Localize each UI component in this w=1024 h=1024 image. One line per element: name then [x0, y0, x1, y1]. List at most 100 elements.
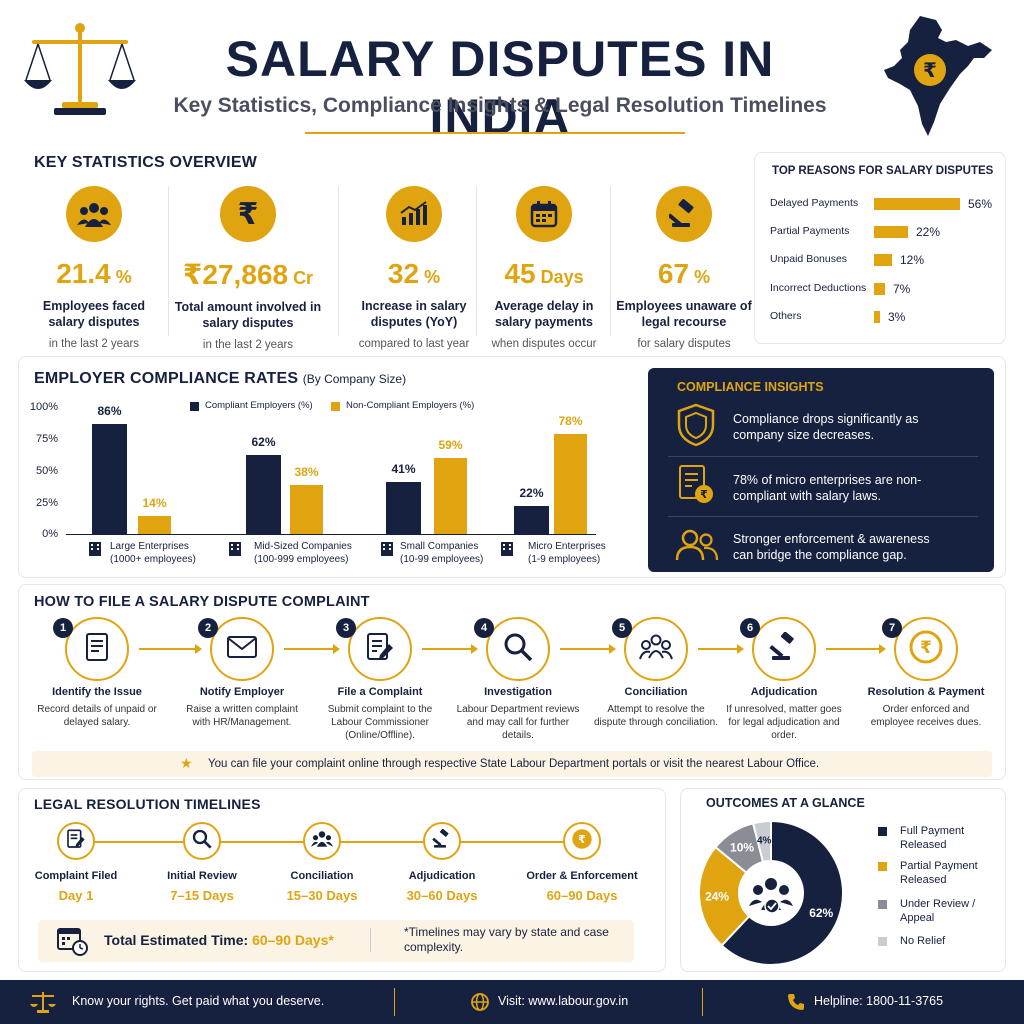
building-icon: [229, 542, 241, 556]
reason-percent: 56%: [968, 197, 993, 211]
arrow-icon: [422, 644, 478, 654]
legend-swatch: [878, 862, 887, 871]
arrow-icon: [139, 644, 202, 654]
compliant-bar: [514, 506, 549, 534]
key-statistics-card: [18, 146, 752, 348]
compliance-insights-panel: [648, 368, 994, 572]
step-number: 3: [336, 618, 356, 638]
file-edit-icon: [66, 829, 86, 854]
gavel-icon: [769, 630, 799, 667]
insight-2-text: 78% of micro enterprises are non-complia…: [733, 473, 922, 503]
stat-increase-yoy: 32 % Increase in salary disputes (YoY) c…: [346, 186, 482, 350]
tip-banner: [32, 751, 992, 777]
file-complaint-title: HOW TO FILE A SALARY DISPUTE COMPLAINT: [34, 594, 370, 610]
step-title: Conciliation: [624, 686, 688, 698]
timeline-footnote: *Timelines may vary by state and case co…: [404, 925, 609, 954]
bar-value-label: 38%: [294, 465, 319, 479]
category-micro: Micro Enterprises (1-9 employees): [500, 540, 606, 566]
rupee-coin-icon: ₹: [571, 828, 593, 855]
tip-text: You can file your complaint online throu…: [208, 758, 820, 770]
insight-1-text: Compliance drops significantly as compan…: [733, 412, 919, 442]
timeline-step-title: Complaint Filed: [34, 870, 118, 882]
title-divider: [305, 132, 685, 134]
svg-text:₹: ₹: [920, 638, 932, 658]
group-icon: [639, 634, 673, 665]
reason-bar: [874, 311, 880, 323]
building-icon: [381, 542, 393, 556]
growth-chart-icon: [386, 186, 442, 242]
timeline-step-title: Order & Enforcement: [526, 870, 638, 882]
y-tick-50: 50%: [35, 465, 58, 477]
step-title: File a Complaint: [337, 686, 423, 698]
bar-value-label: 14%: [142, 496, 167, 510]
shield-icon: [677, 403, 715, 447]
step-7-circle: ₹: [894, 617, 958, 681]
outcome-legend-label: No Relief: [900, 935, 946, 947]
timeline-step-days: 60–90 Days: [546, 888, 618, 903]
bar-value-label: 86%: [97, 404, 122, 418]
timeline-step-title: Initial Review: [167, 870, 237, 882]
search-icon: [192, 829, 212, 854]
rupee-coin-icon: ₹: [909, 630, 943, 669]
legend-noncompliant-label: Non-Compliant Employers (%): [346, 400, 475, 411]
file-complaint-card: [18, 584, 1006, 780]
y-tick-100: 100%: [29, 401, 58, 413]
globe-icon: [471, 993, 489, 1011]
step-description: Labour Department reviews and may call f…: [456, 704, 580, 741]
footer-helpline[interactable]: Helpline: 1800-11-3765: [814, 994, 944, 1008]
building-icon: [89, 542, 101, 556]
legend-compliant-swatch: [190, 402, 199, 411]
noncompliant-bar: [434, 458, 467, 534]
rupee-icon: ₹: [220, 186, 276, 242]
step-description: If unresolved, matter goes for legal adj…: [726, 704, 842, 741]
step-description: Submit complaint to the Labour Commissio…: [327, 704, 433, 741]
timeline-step-days: Day 1: [58, 888, 94, 903]
people-check-icon: [749, 878, 793, 914]
step-description: Record details of unpaid or delayed sala…: [37, 704, 157, 728]
step-3-circle: [348, 617, 412, 681]
step-description: Attempt to resolve the dispute through c…: [594, 704, 718, 728]
compliant-bar: [246, 455, 281, 534]
x-axis: [66, 534, 596, 535]
step-title: Resolution & Payment: [867, 686, 985, 698]
step-6-circle: [752, 617, 816, 681]
gavel-icon: [432, 828, 452, 854]
step-number: 5: [612, 618, 632, 638]
y-tick-75: 75%: [35, 433, 58, 445]
reason-bar: [874, 283, 885, 295]
step-number: 4: [474, 618, 494, 638]
outcome-legend-label: Partial Payment Released: [900, 860, 978, 886]
step-title: Identify the Issue: [52, 686, 142, 698]
reason-label: Others: [770, 310, 802, 322]
insight-3-text: Stronger enforcement & awareness can bri…: [733, 532, 930, 562]
footer-website-link[interactable]: Visit: www.labour.gov.in: [498, 994, 629, 1008]
step-5-circle: [624, 617, 688, 681]
page-title: SALARY DISPUTES IN INDIA: [225, 31, 775, 145]
reason-percent: 7%: [893, 282, 911, 296]
legend-compliant-label: Compliant Employers (%): [205, 400, 313, 411]
reason-label: Partial Payments: [770, 225, 850, 237]
step-number: 2: [198, 618, 218, 638]
reason-bar: [874, 226, 908, 238]
search-icon: [503, 632, 533, 667]
svg-text:₹: ₹: [578, 832, 586, 845]
calendar-icon: [516, 186, 572, 242]
timeline-step-days: 30–60 Days: [406, 888, 478, 903]
reason-label: Incorrect Deductions: [770, 282, 867, 294]
svg-text:₹: ₹: [923, 58, 937, 82]
compliant-bar: [92, 424, 127, 534]
document-icon: [84, 632, 110, 667]
outcome-legend-label: Under Review / Appeal: [900, 898, 976, 924]
donut-slice: [720, 819, 844, 966]
reasons-card: [754, 152, 1006, 344]
arrow-icon: [560, 644, 616, 654]
reasons-title: TOP REASONS FOR SALARY DISPUTES: [772, 165, 994, 177]
key-statistics-title: KEY STATISTICS OVERVIEW: [34, 154, 258, 171]
page-subtitle: Key Statistics, Compliance Insights & Le…: [173, 94, 827, 117]
group-icon: [311, 830, 333, 853]
timeline-step-circle: [303, 822, 341, 860]
step-description: Order enforced and employee receives due…: [870, 704, 982, 728]
noncompliant-bar: [138, 516, 171, 534]
total-time-label: Total Estimated Time: 60–90 Days*: [104, 932, 334, 948]
footer-bar: [0, 980, 1024, 1024]
